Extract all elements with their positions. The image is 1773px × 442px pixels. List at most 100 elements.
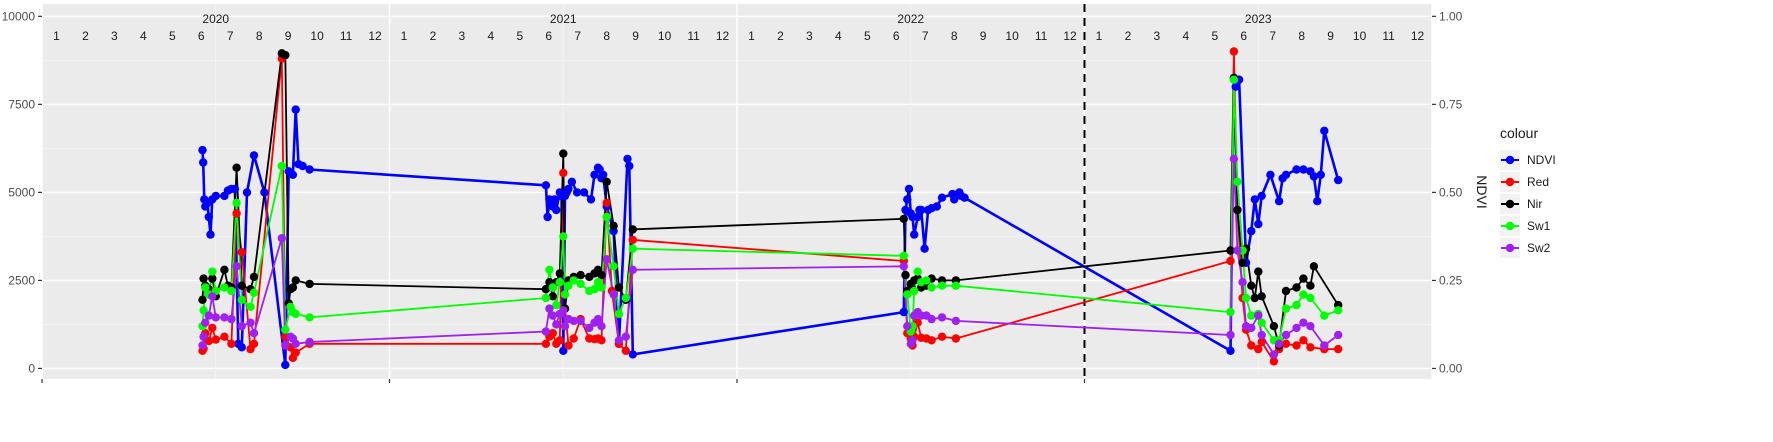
point-ndvi	[1254, 219, 1263, 229]
point-nir	[628, 225, 637, 234]
point-sw2	[1229, 154, 1239, 164]
point-nir	[1233, 205, 1242, 215]
year-label: 2023	[1245, 12, 1272, 26]
point-sw2	[585, 323, 594, 333]
point-ndvi	[564, 184, 573, 194]
point-ndvi	[230, 184, 240, 194]
point-nir	[220, 265, 229, 274]
legend-key-point-ndvi	[1505, 155, 1515, 165]
point-sw2	[211, 313, 220, 322]
left-axis-tick-label: 10000	[2, 9, 36, 23]
point-sw2	[576, 316, 585, 326]
point-sw2	[903, 322, 912, 331]
point-sw1	[899, 251, 908, 260]
point-sw1	[597, 283, 606, 292]
month-label: 12	[1411, 29, 1425, 43]
month-label: 4	[140, 29, 147, 43]
point-sw1	[621, 293, 630, 303]
point-sw2	[545, 304, 554, 313]
point-ndvi	[586, 195, 596, 204]
point-ndvi	[904, 184, 914, 194]
point-sw1	[246, 302, 255, 311]
right-axis-tick-label: 1.00	[1439, 9, 1463, 23]
point-sw2	[305, 337, 314, 347]
point-sw2	[1233, 246, 1242, 255]
month-label: 2	[777, 29, 784, 43]
month-label: 7	[574, 29, 581, 43]
point-sw2	[249, 329, 259, 338]
right-axis-tick-label: 0.50	[1439, 185, 1463, 199]
point-sw2	[559, 306, 568, 315]
month-label: 10	[1005, 29, 1019, 43]
point-sw1	[232, 198, 241, 208]
point-sw1	[1292, 300, 1301, 310]
point-sw1	[291, 309, 300, 319]
point-sw1	[590, 285, 599, 294]
point-sw2	[614, 336, 624, 345]
point-sw1	[1226, 307, 1235, 317]
point-red	[211, 335, 220, 344]
point-sw1	[1241, 293, 1251, 303]
point-ndvi	[910, 230, 919, 239]
point-ndvi	[305, 165, 314, 174]
point-nir	[614, 283, 624, 292]
point-nir	[541, 285, 551, 294]
point-nir	[548, 292, 557, 301]
point-nir	[899, 214, 908, 223]
legend-key-point-sw1	[1505, 221, 1515, 231]
month-label: 4	[835, 29, 842, 43]
point-nir	[1257, 292, 1266, 301]
point-red	[559, 168, 568, 178]
year-label: 2021	[550, 12, 577, 26]
month-label: 3	[1154, 29, 1161, 43]
point-sw2	[908, 336, 917, 345]
point-sw2	[621, 332, 630, 341]
point-sw2	[937, 313, 947, 322]
point-ndvi	[567, 177, 577, 186]
point-sw1	[576, 279, 585, 289]
point-sw2	[548, 311, 557, 320]
month-label: 12	[1063, 29, 1077, 43]
point-nir	[901, 270, 910, 280]
point-nir	[602, 177, 611, 186]
point-sw2	[201, 318, 210, 327]
month-label: 7	[1269, 29, 1276, 43]
point-ndvi	[1266, 170, 1275, 179]
month-label: 3	[806, 29, 813, 43]
point-sw1	[552, 300, 561, 310]
point-nir	[555, 269, 564, 278]
point-sw1	[559, 232, 568, 241]
point-red	[548, 329, 557, 338]
month-label: 6	[545, 29, 552, 43]
point-red	[208, 323, 217, 333]
legend-label-nir: Nir	[1527, 197, 1542, 211]
point-sw1	[922, 276, 931, 285]
point-nir	[1292, 283, 1301, 292]
point-ndvi	[1226, 346, 1235, 355]
point-sw2	[1306, 322, 1315, 331]
point-sw1	[227, 286, 236, 296]
point-ndvi	[559, 346, 568, 355]
point-red	[555, 336, 564, 345]
point-sw2	[899, 262, 908, 271]
point-sw1	[1247, 311, 1256, 320]
point-sw1	[1233, 177, 1242, 186]
series-line-sw1	[201, 78, 1339, 342]
point-nir	[232, 163, 241, 172]
point-ndvi	[1334, 175, 1343, 185]
legend: colour NDVI Red Nir Sw1 Sw2	[1500, 125, 1556, 258]
month-label: 9	[1327, 29, 1334, 43]
point-nir	[198, 295, 207, 304]
point-nir	[1247, 281, 1256, 290]
point-red	[1226, 256, 1235, 266]
point-nir	[199, 274, 208, 283]
point-ndvi	[541, 181, 551, 190]
point-sw2	[560, 322, 570, 331]
point-ndvi	[260, 188, 269, 197]
month-label: 10	[1353, 29, 1367, 43]
point-ndvi	[281, 360, 290, 370]
point-sw2	[281, 341, 290, 350]
point-sw2	[541, 327, 551, 336]
